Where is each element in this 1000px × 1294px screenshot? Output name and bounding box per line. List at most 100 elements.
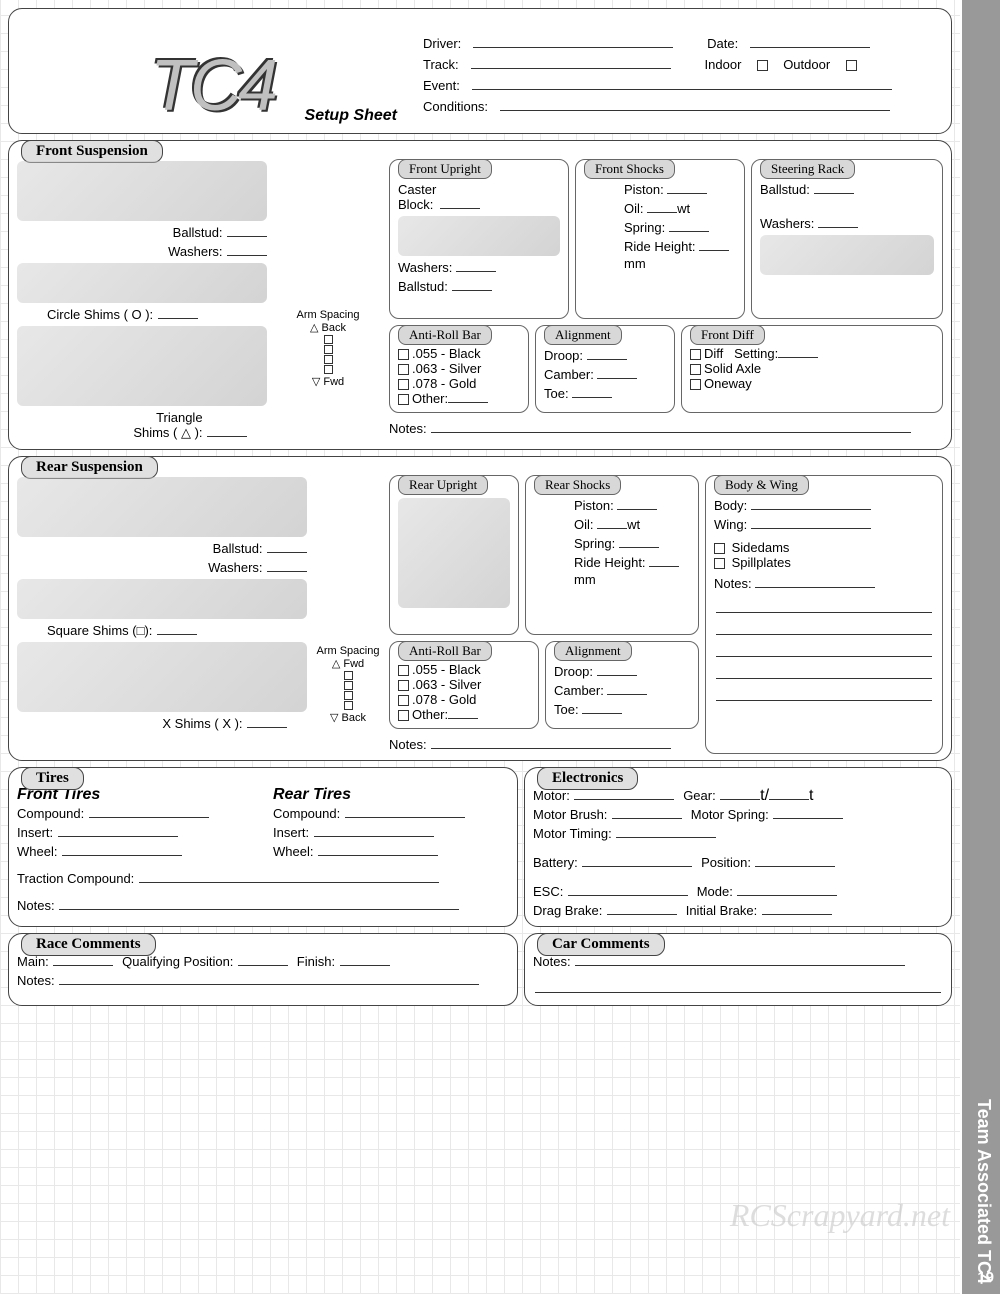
arb-other-input[interactable] — [448, 391, 488, 403]
finish-input[interactable] — [340, 954, 390, 966]
ride-input[interactable] — [699, 239, 729, 251]
rarb-chk-1[interactable] — [398, 665, 409, 676]
front-align-box: Alignment Droop: Camber: Toe: — [535, 325, 675, 413]
mspring-input[interactable] — [773, 807, 843, 819]
arb-chk-2[interactable] — [398, 364, 409, 375]
race-notes-input[interactable] — [59, 973, 479, 985]
date-input[interactable] — [750, 36, 870, 48]
driver-input[interactable] — [473, 36, 673, 48]
track-input[interactable] — [471, 57, 671, 69]
conditions-label: Conditions: — [423, 99, 488, 114]
r-compound-input[interactable] — [345, 806, 465, 818]
r-insert-input[interactable] — [314, 825, 434, 837]
front-upright-box: Front Upright CasterBlock: Washers: Ball… — [389, 159, 569, 319]
r-spring-input[interactable] — [619, 536, 659, 548]
rarm-chk-1[interactable] — [344, 671, 353, 680]
f-compound-input[interactable] — [89, 806, 209, 818]
rarb-chk-3[interactable] — [398, 695, 409, 706]
rarm-chk-2[interactable] — [344, 681, 353, 690]
gear1-input[interactable] — [720, 788, 760, 800]
wing-input[interactable] — [751, 517, 871, 529]
mode-input[interactable] — [737, 884, 837, 896]
drag-input[interactable] — [607, 903, 677, 915]
diff-chk[interactable] — [690, 349, 701, 360]
steering-tab: Steering Rack — [760, 159, 855, 179]
square-shims-input[interactable] — [157, 623, 197, 635]
body-notes-input[interactable] — [755, 576, 875, 588]
setting-input[interactable] — [778, 346, 818, 358]
front-right-col: Front Upright CasterBlock: Washers: Ball… — [389, 159, 943, 443]
arm-chk-4[interactable] — [324, 365, 333, 374]
rear-notes-input[interactable] — [431, 737, 671, 749]
toe-input[interactable] — [572, 386, 612, 398]
arb-chk-1[interactable] — [398, 349, 409, 360]
r-camber-input[interactable] — [607, 683, 647, 695]
esc-input[interactable] — [568, 884, 688, 896]
body-input[interactable] — [751, 498, 871, 510]
rarm-chk-3[interactable] — [344, 691, 353, 700]
battery-input[interactable] — [582, 855, 692, 867]
arm-chk-3[interactable] — [324, 355, 333, 364]
oneway-chk[interactable] — [690, 379, 701, 390]
arm-chk-1[interactable] — [324, 335, 333, 344]
outdoor-checkbox[interactable] — [846, 60, 857, 71]
tires-notes-input[interactable] — [59, 898, 459, 910]
rarb-chk-4[interactable] — [398, 710, 409, 721]
arm-chk-2[interactable] — [324, 345, 333, 354]
f-wheel-input[interactable] — [62, 844, 182, 856]
rear-washers-input[interactable] — [267, 560, 307, 572]
car-notes-line[interactable] — [535, 977, 941, 993]
front-washers-input[interactable] — [227, 244, 267, 256]
body-notes-line-1[interactable] — [716, 597, 932, 613]
sidedams-chk[interactable] — [714, 543, 725, 554]
body-notes-line-4[interactable] — [716, 663, 932, 679]
spring-input[interactable] — [669, 220, 709, 232]
camber-input[interactable] — [597, 367, 637, 379]
rarb-chk-2[interactable] — [398, 680, 409, 691]
r-piston-input[interactable] — [617, 498, 657, 510]
arb-o1: .055 - Black — [412, 346, 481, 361]
upright-ballstud-input[interactable] — [452, 279, 492, 291]
caster-input[interactable] — [440, 197, 480, 209]
gear2-input[interactable] — [769, 788, 809, 800]
r-wheel-input[interactable] — [318, 844, 438, 856]
arb-chk-4[interactable] — [398, 394, 409, 405]
rarb-other-input[interactable] — [448, 707, 478, 719]
traction-input[interactable] — [139, 871, 439, 883]
initial-input[interactable] — [762, 903, 832, 915]
event-input[interactable] — [472, 78, 892, 90]
rear-ballstud-input[interactable] — [267, 541, 307, 553]
timing-input[interactable] — [616, 826, 716, 838]
front-suspension-box: Front Suspension Ballstud: Washers: Circ… — [8, 140, 952, 450]
circle-shims-input[interactable] — [158, 307, 198, 319]
r-oil-input[interactable] — [597, 517, 627, 529]
position-input[interactable] — [755, 855, 835, 867]
front-ballstud-input[interactable] — [227, 225, 267, 237]
body-notes-line-3[interactable] — [716, 641, 932, 657]
steer-ballstud-input[interactable] — [814, 182, 854, 194]
oil-input[interactable] — [647, 201, 677, 213]
triangle-shims-input[interactable] — [207, 425, 247, 437]
x-shims-input[interactable] — [247, 716, 287, 728]
body-notes-line-5[interactable] — [716, 685, 932, 701]
arb-o4: Other: — [412, 391, 448, 406]
spillplates-chk[interactable] — [714, 558, 725, 569]
steer-washers-input[interactable] — [818, 216, 858, 228]
rarm-chk-4[interactable] — [344, 701, 353, 710]
r-droop-input[interactable] — [597, 664, 637, 676]
brush-input[interactable] — [612, 807, 682, 819]
body-notes-line-2[interactable] — [716, 619, 932, 635]
r-ride-input[interactable] — [649, 555, 679, 567]
qual-input[interactable] — [238, 954, 288, 966]
droop-input[interactable] — [587, 348, 627, 360]
arb-chk-3[interactable] — [398, 379, 409, 390]
conditions-input[interactable] — [500, 99, 890, 111]
indoor-checkbox[interactable] — [757, 60, 768, 71]
r-toe-input[interactable] — [582, 702, 622, 714]
upright-washers-input[interactable] — [456, 260, 496, 272]
t1-label: t/ — [760, 787, 769, 804]
front-notes-input[interactable] — [431, 421, 911, 433]
piston-input[interactable] — [667, 182, 707, 194]
f-insert-input[interactable] — [58, 825, 178, 837]
solid-chk[interactable] — [690, 364, 701, 375]
